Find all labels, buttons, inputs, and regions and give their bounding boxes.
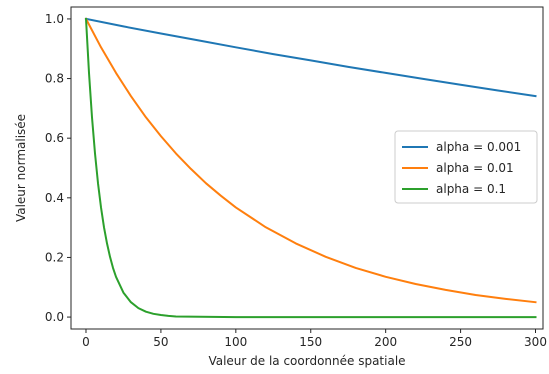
series-line-1: [84, 17, 537, 304]
legend-box: [394, 130, 538, 204]
x-tick-label: 100: [224, 335, 247, 349]
x-tick-label: 300: [524, 335, 547, 349]
legend-entry-0: alpha = 0.001: [436, 140, 521, 154]
legend-entry-1: alpha = 0.01: [436, 161, 514, 175]
y-axis-label: Valeur normalisée: [14, 114, 28, 222]
y-tick-label: 0.0: [45, 310, 64, 324]
series-line-2: [84, 17, 537, 319]
x-tick-label: 0: [82, 335, 90, 349]
x-tick-label: 250: [449, 335, 472, 349]
x-tick-label: 50: [153, 335, 168, 349]
y-tick-label: 0.8: [45, 72, 64, 86]
x-tick-label: 150: [299, 335, 322, 349]
y-tick-label: 1.0: [45, 12, 64, 26]
y-tick-label: 0.4: [45, 191, 64, 205]
y-tick-label: 0.6: [45, 131, 64, 145]
x-axis-label: Valeur de la coordonnée spatiale: [208, 354, 405, 368]
legend-entry-2: alpha = 0.1: [436, 182, 506, 196]
series-line-0: [84, 17, 537, 98]
legend: alpha = 0.001 alpha = 0.01 alpha = 0.1: [394, 130, 538, 204]
y-axis: 0.0 0.2 0.4 0.6 0.8 1.0: [45, 12, 71, 324]
y-tick-label: 0.2: [45, 250, 64, 264]
series-layer: [84, 17, 537, 319]
x-axis: 0 50 100 150 200 250 300: [82, 329, 547, 349]
plot-frame: [70, 6, 544, 330]
x-tick-label: 200: [374, 335, 397, 349]
